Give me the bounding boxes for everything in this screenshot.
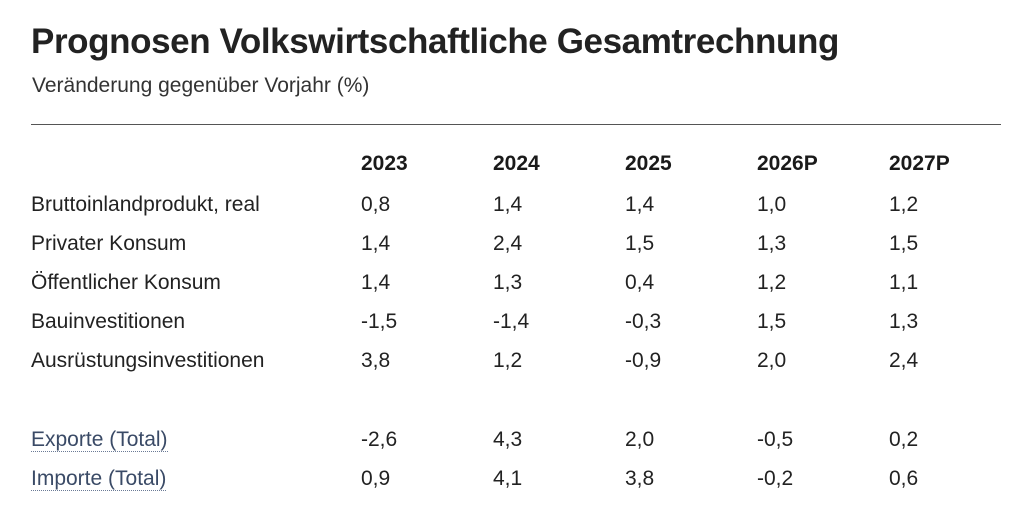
- table-cell: 4,1: [493, 466, 523, 490]
- header-label-cell: [31, 143, 361, 185]
- row-label-cell: Exporte (Total): [31, 420, 361, 459]
- table-row: Öffentlicher Konsum 1,4 1,3 0,4 1,2 1,1: [31, 263, 1001, 302]
- spacer-cell: [31, 380, 1001, 420]
- table-cell: 1,1: [889, 270, 919, 294]
- table-cell: -0,5: [757, 427, 794, 451]
- table-cell: 3,8: [625, 466, 655, 490]
- table-row: Bruttoinlandprodukt, real 0,8 1,4 1,4 1,…: [31, 185, 1001, 224]
- table-cell: 1,5: [757, 309, 787, 333]
- table-cell: -1,5: [361, 309, 398, 333]
- row-label: Bruttoinlandprodukt, real: [31, 192, 260, 216]
- table-cell: 1,3: [757, 231, 787, 255]
- table-cell: 0,6: [889, 466, 919, 490]
- spacer-row: [31, 380, 1001, 420]
- row-label: Ausrüstungsinvestitionen: [31, 348, 265, 372]
- table-cell: -2,6: [361, 427, 398, 451]
- table-cell: 1,2: [757, 270, 787, 294]
- row-label: Privater Konsum: [31, 231, 187, 255]
- table-cell: 1,4: [361, 231, 391, 255]
- header-row: 2023 2024 2025 2026P 2027P: [31, 143, 1001, 185]
- table-cell: 2,0: [625, 427, 655, 451]
- row-label: Bauinvestitionen: [31, 309, 186, 333]
- table-cell: 4,3: [493, 427, 523, 451]
- table-cell: 2,4: [493, 231, 523, 255]
- table-cell: 1,2: [493, 348, 523, 372]
- table-cell: 2,0: [757, 348, 787, 372]
- table-cell: -0,3: [625, 309, 662, 333]
- table-cell: 3,8: [361, 348, 391, 372]
- table-cell: 1,4: [493, 192, 523, 216]
- table-cell: -0,9: [625, 348, 662, 372]
- table-cell: 1,3: [493, 270, 523, 294]
- column-header: 2027P: [889, 152, 950, 175]
- table-cell: 1,3: [889, 309, 919, 333]
- chart-title: Prognosen Volkswirtschaftliche Gesamtrec…: [31, 22, 839, 61]
- table-cell: 0,2: [889, 427, 919, 451]
- table-row: Ausrüstungsinvestitionen 3,8 1,2 -0,9 2,…: [31, 341, 1001, 380]
- table-cell: 1,0: [757, 192, 787, 216]
- table-cell: 1,4: [625, 192, 655, 216]
- table-cell: 1,5: [889, 231, 919, 255]
- table-row: Privater Konsum 1,4 2,4 1,5 1,3 1,5: [31, 224, 1001, 263]
- row-label: Öffentlicher Konsum: [31, 270, 221, 294]
- table-row: Exporte (Total) -2,6 4,3 2,0 -0,5 0,2: [31, 420, 1001, 459]
- table-cell: 0,9: [361, 466, 391, 490]
- exports-link[interactable]: Exporte (Total): [31, 427, 168, 452]
- table-cell: 1,5: [625, 231, 655, 255]
- column-header: 2025: [625, 152, 672, 175]
- forecast-table: 2023 2024 2025 2026P 2027P Bruttoinlandp…: [31, 143, 1001, 498]
- table-cell: 0,4: [625, 270, 655, 294]
- divider: [31, 124, 1001, 125]
- table-cell: 1,4: [361, 270, 391, 294]
- table-cell: 2,4: [889, 348, 919, 372]
- table-cell: -1,4: [493, 309, 530, 333]
- table-row: Bauinvestitionen -1,5 -1,4 -0,3 1,5 1,3: [31, 302, 1001, 341]
- table-cell: 0,8: [361, 192, 391, 216]
- table-row: Importe (Total) 0,9 4,1 3,8 -0,2 0,6: [31, 459, 1001, 498]
- table-cell: 1,2: [889, 192, 919, 216]
- column-header: 2023: [361, 152, 408, 175]
- chart-subtitle: Veränderung gegenüber Vorjahr (%): [32, 74, 370, 97]
- table-cell: -0,2: [757, 466, 794, 490]
- column-header: 2026P: [757, 152, 818, 175]
- row-label-cell: Importe (Total): [31, 459, 361, 498]
- column-header: 2024: [493, 152, 540, 175]
- imports-link[interactable]: Importe (Total): [31, 466, 167, 491]
